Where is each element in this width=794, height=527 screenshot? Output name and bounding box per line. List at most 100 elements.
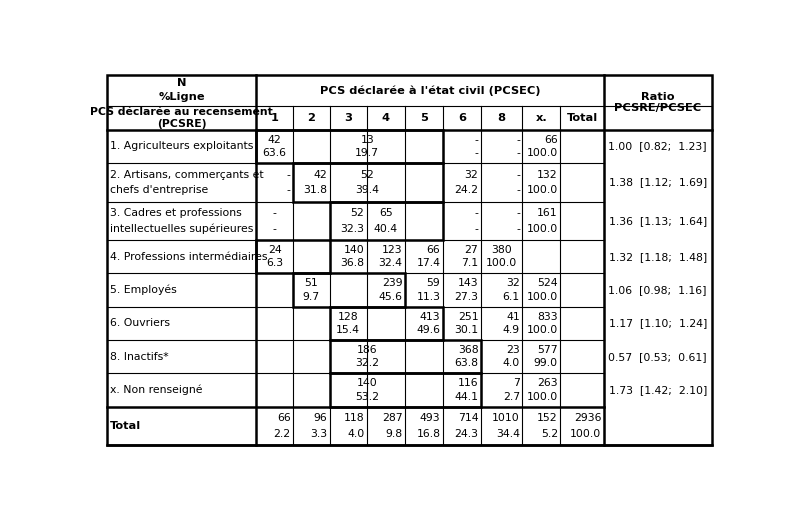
Text: 1010: 1010 bbox=[492, 413, 520, 423]
Text: 2. Artisans, commerçants et: 2. Artisans, commerçants et bbox=[110, 170, 264, 180]
Text: 17.4: 17.4 bbox=[416, 258, 441, 268]
Text: 31.8: 31.8 bbox=[303, 185, 327, 195]
Text: 4.0: 4.0 bbox=[503, 358, 520, 368]
Text: 186: 186 bbox=[357, 345, 377, 355]
Text: -: - bbox=[475, 208, 478, 218]
Text: 66: 66 bbox=[277, 413, 291, 423]
Text: 52: 52 bbox=[360, 170, 374, 180]
Text: -: - bbox=[475, 223, 478, 233]
Text: -: - bbox=[516, 223, 520, 233]
Text: 99.0: 99.0 bbox=[534, 358, 558, 368]
Text: 4. Professions intermédiaires: 4. Professions intermédiaires bbox=[110, 252, 268, 262]
Text: 833: 833 bbox=[538, 311, 558, 321]
Text: 52: 52 bbox=[351, 208, 364, 218]
Text: 3.3: 3.3 bbox=[310, 428, 327, 438]
Text: 11.3: 11.3 bbox=[416, 292, 441, 302]
Text: 65: 65 bbox=[379, 208, 393, 218]
Text: 3. Cadres et professions: 3. Cadres et professions bbox=[110, 208, 241, 218]
Text: 63.6: 63.6 bbox=[263, 148, 287, 158]
Text: 5: 5 bbox=[420, 113, 428, 123]
Text: 6. Ouvriers: 6. Ouvriers bbox=[110, 318, 170, 328]
Text: 2.2: 2.2 bbox=[273, 428, 291, 438]
Text: 1.36  [1.13;  1.64]: 1.36 [1.13; 1.64] bbox=[608, 216, 707, 226]
Text: 63.8: 63.8 bbox=[454, 358, 478, 368]
Bar bbox=[256, 240, 330, 274]
Text: 30.1: 30.1 bbox=[454, 325, 478, 335]
Text: 100.0: 100.0 bbox=[526, 392, 558, 402]
Text: 1.00  [0.82;  1.23]: 1.00 [0.82; 1.23] bbox=[608, 141, 707, 151]
Text: Total: Total bbox=[566, 113, 598, 123]
Text: -: - bbox=[516, 135, 520, 145]
Text: 577: 577 bbox=[538, 345, 558, 355]
Text: 1.06  [0.98;  1.16]: 1.06 [0.98; 1.16] bbox=[608, 285, 707, 295]
Text: 161: 161 bbox=[538, 208, 558, 218]
Text: 140: 140 bbox=[344, 245, 364, 255]
Text: 368: 368 bbox=[457, 345, 478, 355]
Text: 19.7: 19.7 bbox=[355, 148, 380, 158]
Text: 5.2: 5.2 bbox=[541, 428, 558, 438]
Text: 42: 42 bbox=[268, 135, 282, 145]
Text: 100.0: 100.0 bbox=[526, 223, 558, 233]
Text: 96: 96 bbox=[314, 413, 327, 423]
Text: 59: 59 bbox=[426, 278, 441, 288]
Text: 100.0: 100.0 bbox=[526, 148, 558, 158]
Text: 66: 66 bbox=[544, 135, 558, 145]
Text: -: - bbox=[273, 208, 276, 218]
Text: Ratio
PCSRE/PCSEC: Ratio PCSRE/PCSEC bbox=[614, 92, 701, 113]
Text: 4.9: 4.9 bbox=[503, 325, 520, 335]
Text: 36.8: 36.8 bbox=[341, 258, 364, 268]
Text: 8. Inactifs*: 8. Inactifs* bbox=[110, 352, 168, 362]
Text: 100.0: 100.0 bbox=[486, 258, 517, 268]
Text: 32: 32 bbox=[464, 170, 478, 180]
Text: 140: 140 bbox=[357, 378, 378, 388]
Text: 6.3: 6.3 bbox=[266, 258, 283, 268]
Text: 41: 41 bbox=[506, 311, 520, 321]
Bar bbox=[256, 130, 443, 163]
Text: -: - bbox=[516, 148, 520, 158]
Text: 1.32  [1.18;  1.48]: 1.32 [1.18; 1.48] bbox=[608, 252, 707, 262]
Text: 1.17  [1.10;  1.24]: 1.17 [1.10; 1.24] bbox=[608, 318, 707, 328]
Text: 24.2: 24.2 bbox=[454, 185, 478, 195]
Text: 1. Agriculteurs exploitants: 1. Agriculteurs exploitants bbox=[110, 141, 253, 151]
Bar bbox=[293, 163, 443, 202]
Text: N: N bbox=[177, 78, 187, 88]
Bar bbox=[330, 340, 481, 373]
Text: -: - bbox=[273, 223, 276, 233]
Text: 27.3: 27.3 bbox=[454, 292, 478, 302]
Text: 7.1: 7.1 bbox=[461, 258, 478, 268]
Text: 1.73  [1.42;  2.10]: 1.73 [1.42; 2.10] bbox=[608, 385, 707, 395]
Text: 45.6: 45.6 bbox=[379, 292, 403, 302]
Text: 132: 132 bbox=[538, 170, 558, 180]
Text: 2: 2 bbox=[307, 113, 315, 123]
Text: 714: 714 bbox=[457, 413, 478, 423]
Text: 0.57  [0.53;  0.61]: 0.57 [0.53; 0.61] bbox=[608, 352, 707, 362]
Text: x. Non renseigné: x. Non renseigné bbox=[110, 385, 202, 395]
Text: 8: 8 bbox=[498, 113, 506, 123]
Text: 24.3: 24.3 bbox=[454, 428, 478, 438]
Text: 100.0: 100.0 bbox=[570, 428, 601, 438]
Text: 39.4: 39.4 bbox=[355, 185, 380, 195]
Text: Total: Total bbox=[110, 421, 141, 431]
Text: 118: 118 bbox=[344, 413, 364, 423]
Bar bbox=[293, 274, 405, 307]
Text: 524: 524 bbox=[538, 278, 558, 288]
Text: 24: 24 bbox=[268, 245, 282, 255]
Bar bbox=[330, 202, 443, 240]
Text: 40.4: 40.4 bbox=[374, 223, 398, 233]
Text: 6: 6 bbox=[458, 113, 466, 123]
Bar bbox=[330, 307, 443, 340]
Text: 27: 27 bbox=[464, 245, 478, 255]
Text: 6.1: 6.1 bbox=[503, 292, 520, 302]
Text: -: - bbox=[287, 170, 291, 180]
Bar bbox=[330, 373, 481, 406]
Text: 42: 42 bbox=[314, 170, 327, 180]
Text: 16.8: 16.8 bbox=[416, 428, 441, 438]
Text: 51: 51 bbox=[304, 278, 318, 288]
Text: intellectuelles supérieures: intellectuelles supérieures bbox=[110, 223, 253, 234]
Text: 413: 413 bbox=[420, 311, 441, 321]
Text: 53.2: 53.2 bbox=[355, 392, 380, 402]
Text: 15.4: 15.4 bbox=[336, 325, 360, 335]
Text: 380: 380 bbox=[491, 245, 512, 255]
Text: 100.0: 100.0 bbox=[526, 185, 558, 195]
Text: 5. Employés: 5. Employés bbox=[110, 285, 176, 295]
